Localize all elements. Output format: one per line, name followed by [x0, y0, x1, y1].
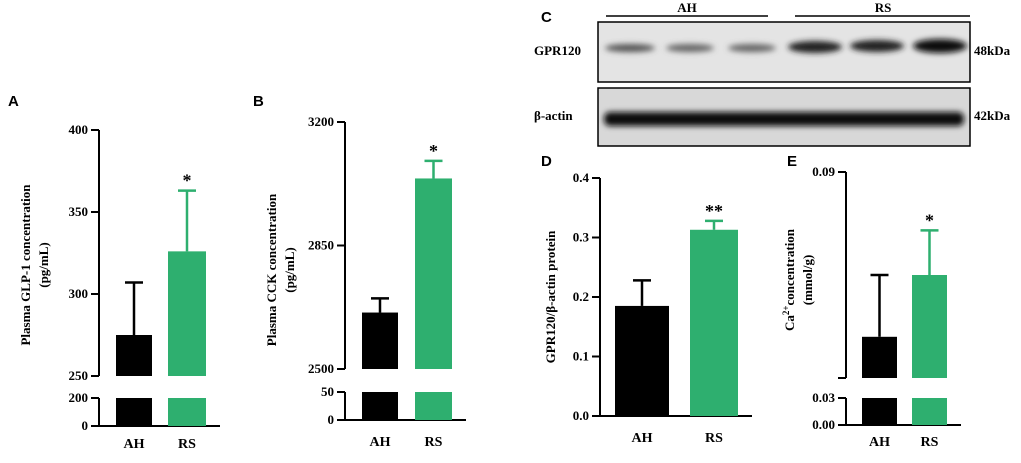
lower-tick-label: 200 — [69, 390, 89, 405]
category-label-ah: AH — [869, 435, 890, 450]
category-label-ah: AH — [124, 437, 145, 452]
band-gpr120-ah-2 — [666, 44, 714, 52]
y-axis-d: 0.0 0.1 0.2 0.3 0.4 — [573, 170, 752, 423]
significance-rs: * — [429, 141, 438, 161]
band-gpr120-rs-3 — [913, 39, 967, 53]
category-label-ah: AH — [632, 431, 653, 446]
bars-a: AH * RS — [116, 171, 206, 452]
bar-rs-lower — [415, 392, 452, 420]
band-gpr120-ah-1 — [605, 44, 655, 52]
y-tick-label: 0.3 — [573, 230, 590, 245]
panel-c-western-blot: C AH RS GPR120 48kDa β-actin 42kDa — [534, 0, 1011, 147]
panel-letter-c: C — [541, 9, 552, 26]
panel-letter-e: E — [787, 153, 797, 170]
upper-tick-label: 250 — [69, 368, 89, 383]
blot-bands-gpr120 — [605, 39, 967, 53]
significance-rs: ** — [705, 201, 723, 221]
y-tick-label: 0.4 — [573, 170, 590, 185]
panel-a: A Plasma GLP-1 concentration (pg/mL) 250… — [8, 93, 220, 452]
upper-tick-label: 3200 — [308, 114, 334, 129]
bar-ah-lower — [362, 392, 398, 420]
group-label-ah: AH — [677, 0, 697, 15]
panel-e: E Ca2+concentration (mmol/g) 0.090.000.0… — [781, 153, 961, 450]
blot-label-gpr120: GPR120 — [534, 43, 581, 58]
bar-ah-lower — [862, 398, 897, 425]
y-tick-label: 0.1 — [573, 349, 589, 364]
panel-b: B Plasma CCK concentration (pg/mL) 25002… — [253, 93, 466, 450]
upper-tick-label: 300 — [69, 286, 89, 301]
band-gpr120-rs-1 — [788, 41, 842, 53]
panel-letter-a: A — [8, 93, 19, 110]
category-label-rs: RS — [705, 431, 723, 446]
category-label-rs: RS — [178, 437, 196, 452]
y-axis-e: 0.09 0.00 0.03 — [812, 164, 961, 432]
blot-gpr120 — [597, 21, 971, 83]
y-tick-label: 0.2 — [573, 289, 589, 304]
panel-letter-d: D — [541, 153, 552, 170]
y-axis-unit-e: (mmol/g) — [800, 255, 815, 306]
upper-tick-label: 400 — [69, 122, 89, 137]
lower-tick-label: 0 — [328, 412, 335, 427]
panel-letter-b: B — [253, 93, 264, 110]
bars-e: AH * RS — [862, 210, 947, 450]
y-axis-label-a: Plasma GLP-1 concentration — [18, 184, 33, 346]
lower-tick-label: 0 — [82, 418, 89, 433]
y-axis-label-d: GPR120/β-actin protein — [543, 230, 558, 363]
group-label-rs: RS — [875, 0, 892, 15]
bar-rs-lower — [912, 398, 947, 425]
band-gpr120-rs-2 — [850, 40, 904, 52]
category-label-ah: AH — [370, 435, 391, 450]
lower-tick-label: 50 — [321, 384, 334, 399]
bar-ah — [615, 305, 669, 416]
lower-tick-label: 0.03 — [812, 390, 835, 405]
panel-d: D GPR120/β-actin protein 0.0 0.1 0.2 0.3 0.4… — [541, 153, 752, 446]
upper-tick-label: 350 — [69, 204, 89, 219]
bar-ah-upper — [862, 336, 897, 378]
y-axis-label-e-main: Ca — [782, 315, 797, 331]
bar-rs-upper — [912, 275, 947, 378]
lower-tick-label: 0.00 — [812, 417, 835, 432]
blot-bands-beta-actin — [604, 112, 964, 126]
bar-rs-upper — [415, 178, 452, 369]
y-axis-label-e-rest: concentration — [782, 228, 797, 305]
y-axis-unit-b: (pg/mL) — [282, 247, 297, 293]
bar-rs-lower — [168, 398, 206, 426]
blot-label-beta-actin: β-actin — [534, 108, 573, 123]
blot-size-gpr120: 48kDa — [974, 43, 1011, 58]
bar-ah-upper — [362, 312, 398, 369]
upper-tick-label: 2850 — [308, 238, 334, 253]
blot-size-beta-actin: 42kDa — [974, 108, 1011, 123]
category-label-rs: RS — [425, 435, 443, 450]
bar-rs-upper — [168, 251, 206, 376]
y-axis-unit-a: (pg/mL) — [36, 242, 51, 288]
bar-ah-lower — [116, 398, 152, 426]
significance-rs: * — [925, 210, 934, 230]
significance-rs: * — [183, 171, 192, 191]
y-axis-label-b: Plasma CCK concentration — [264, 193, 279, 346]
y-axis-b: 2500 2850 3200 0 50 — [308, 114, 466, 427]
bar-rs — [690, 229, 738, 416]
upper-tick-label: 2500 — [308, 361, 334, 376]
band-beta-actin — [604, 112, 964, 126]
category-label-rs: RS — [921, 435, 939, 450]
band-gpr120-ah-3 — [728, 44, 776, 52]
y-tick-label: 0.0 — [573, 408, 589, 423]
y-axis-label-e: Ca2+concentration — [781, 228, 797, 331]
bars-b: AH * RS — [362, 141, 452, 450]
bars-d: AH ** RS — [615, 201, 738, 446]
upper-tick-label: 0.09 — [812, 164, 835, 179]
y-axis-a: 250 300 350 400 0 200 — [69, 122, 220, 433]
bar-ah-upper — [116, 335, 152, 376]
y-axis-label-e-sup: 2+ — [781, 306, 791, 316]
